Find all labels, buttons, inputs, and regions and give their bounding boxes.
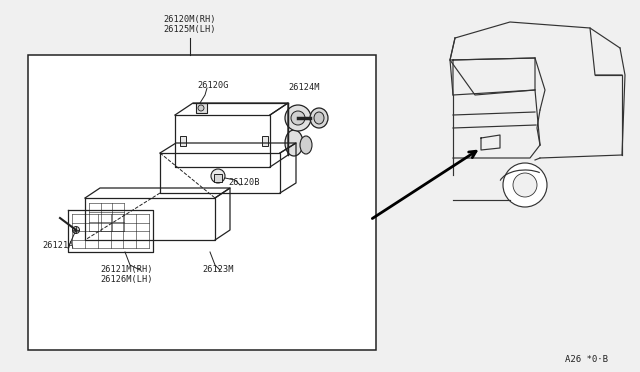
Circle shape [285, 105, 311, 131]
Circle shape [503, 163, 547, 207]
Circle shape [513, 173, 537, 197]
Text: 26120B: 26120B [228, 178, 259, 187]
Ellipse shape [285, 130, 303, 156]
Ellipse shape [300, 136, 312, 154]
Ellipse shape [72, 227, 79, 234]
Text: 26123M: 26123M [202, 265, 234, 274]
Ellipse shape [314, 112, 324, 124]
Bar [262, 136, 268, 146]
Text: 26126M(LH): 26126M(LH) [100, 275, 152, 284]
Text: 26120M(RH): 26120M(RH) [163, 15, 216, 24]
Ellipse shape [211, 169, 225, 183]
Text: 26124M: 26124M [288, 83, 319, 92]
Bar [214, 174, 222, 182]
Circle shape [198, 105, 204, 111]
Bar [28, 55, 376, 350]
Text: 26121M(RH): 26121M(RH) [100, 265, 152, 274]
Text: 26120G: 26120G [197, 81, 228, 90]
Ellipse shape [310, 108, 328, 128]
Bar [196, 103, 207, 113]
Circle shape [291, 111, 305, 125]
Text: 26125M(LH): 26125M(LH) [163, 25, 216, 34]
Bar [180, 136, 186, 146]
Text: A26 *0·B: A26 *0·B [565, 355, 608, 364]
Text: 26121A: 26121A [42, 241, 74, 250]
